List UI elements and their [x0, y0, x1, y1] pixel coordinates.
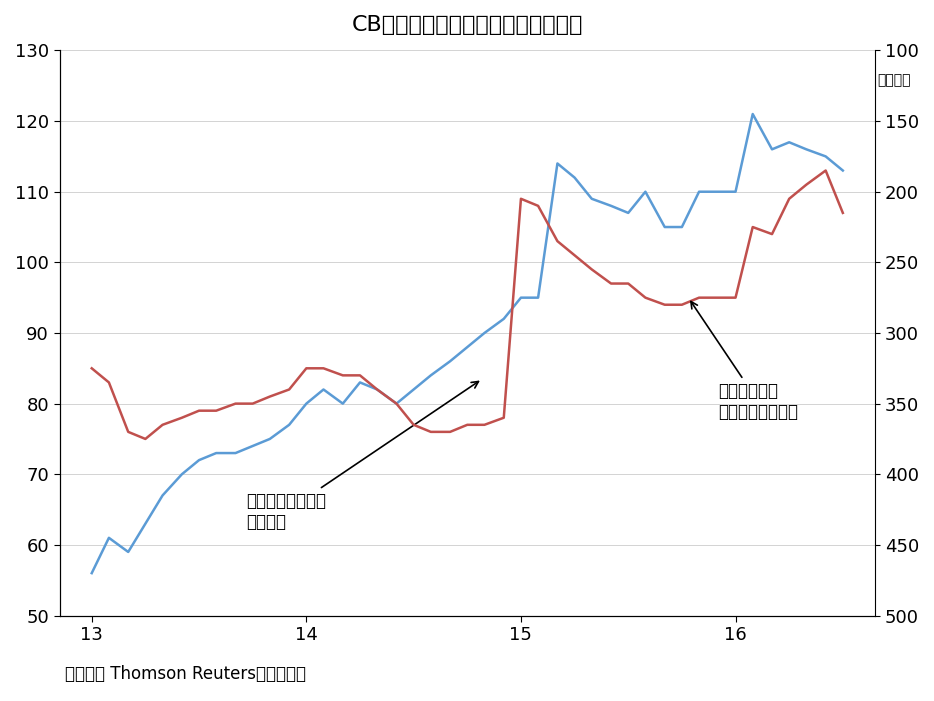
Title: CB消費者信頼感指数・ガソリン価格: CB消費者信頼感指数・ガソリン価格	[351, 15, 583, 35]
Text: ガソリン価格
（右、逆目盛り）: ガソリン価格 （右、逆目盛り）	[691, 301, 799, 421]
Text: 消費者信頼感指数
（現況）: 消費者信頼感指数 （現況）	[247, 381, 478, 531]
Text: （備考） Thomson Reutersにより作成: （備考） Thomson Reutersにより作成	[65, 665, 306, 683]
Text: （ドル）: （ドル）	[877, 74, 911, 88]
